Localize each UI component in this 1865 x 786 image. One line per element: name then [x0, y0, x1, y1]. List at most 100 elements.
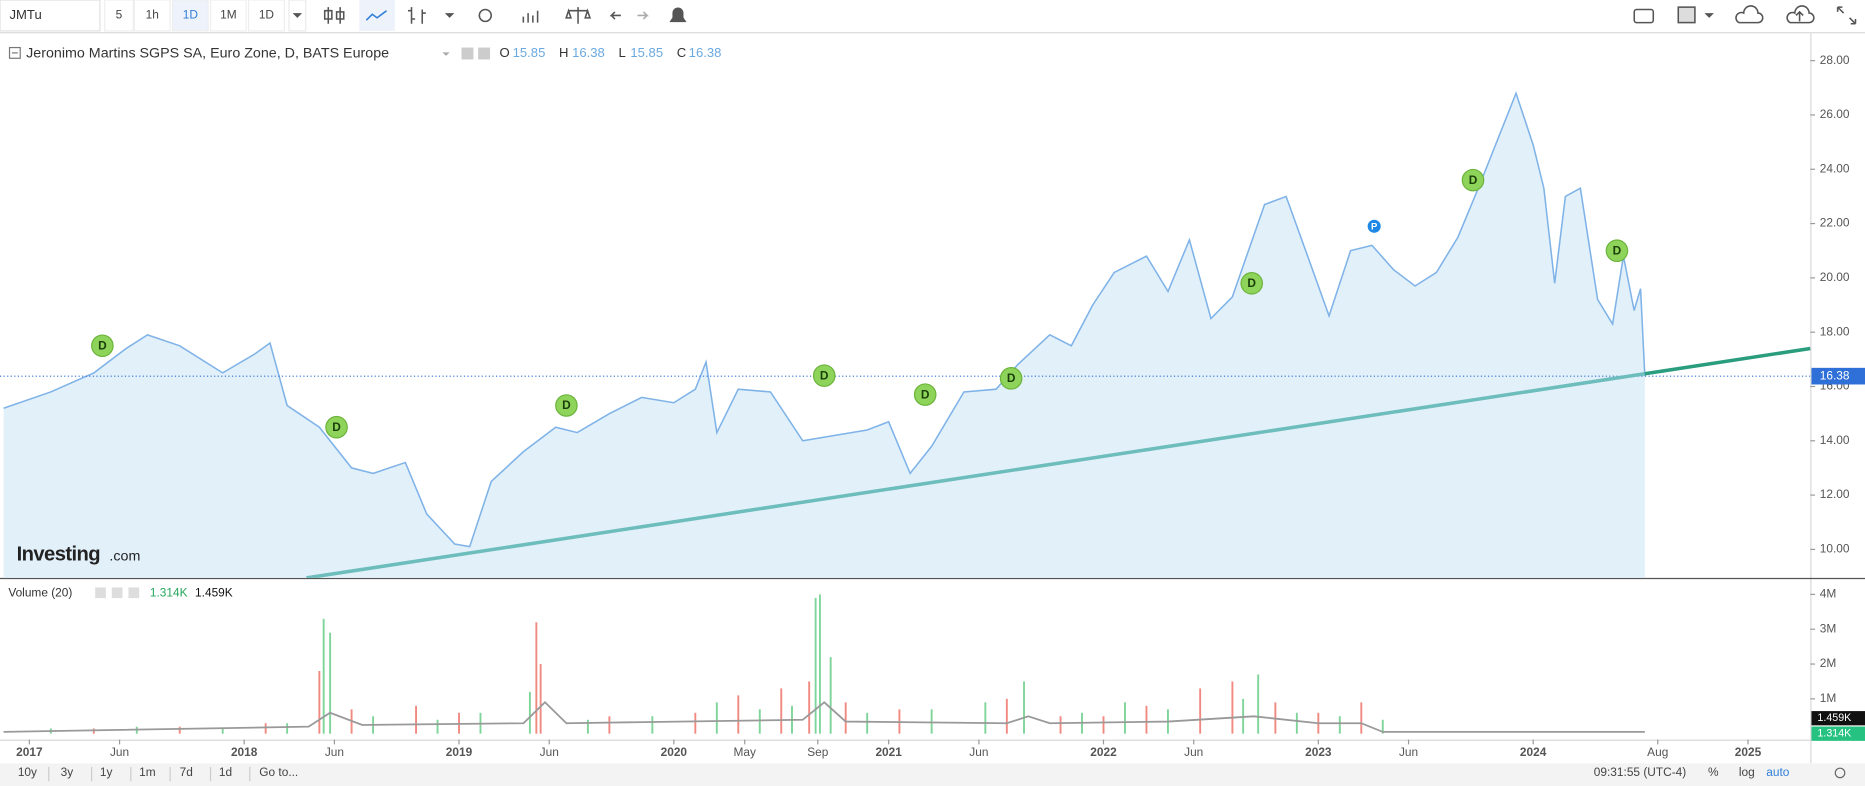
interval-button[interactable]: [209, 0, 247, 32]
event-marker[interactable]: [1605, 239, 1629, 263]
interval-label[interactable]: 1D: [259, 8, 274, 22]
compare-icon[interactable]: [565, 7, 592, 24]
volume-bar: [984, 702, 987, 734]
event-marker[interactable]: [1366, 218, 1382, 235]
event-marker[interactable]: [999, 367, 1023, 390]
percent-button[interactable]: %: [1708, 765, 1719, 779]
volume-eye[interactable]: [95, 587, 106, 599]
volume-bar: [586, 719, 589, 734]
event-label[interactable]: D: [562, 398, 571, 412]
volume-y-tick-label: 1M: [1820, 691, 1837, 705]
event-label[interactable]: D: [98, 338, 107, 352]
event-marker[interactable]: [91, 334, 114, 358]
range-button[interactable]: 1m: [139, 765, 156, 779]
line-icon[interactable]: [365, 10, 388, 21]
settings-button[interactable]: [1834, 767, 1846, 779]
interval-label[interactable]: 5: [116, 8, 123, 22]
event-marker[interactable]: [913, 383, 937, 406]
cloud-load-icon[interactable]: [1735, 5, 1764, 24]
event-label[interactable]: D: [1007, 371, 1016, 385]
volume-bar: [829, 657, 832, 734]
volume-y-tick-label: 4M: [1820, 587, 1837, 601]
event-label[interactable]: D: [921, 387, 930, 401]
collapse-button[interactable]: [8, 46, 21, 59]
volume-bar: [844, 702, 847, 734]
fullscreen-icon[interactable]: [1836, 6, 1857, 25]
x-tick-label: 2018: [231, 745, 258, 759]
event-marker[interactable]: [555, 394, 578, 417]
volume-bar: [737, 695, 740, 734]
volume-bar: [1124, 702, 1126, 734]
settings-icon[interactable]: [478, 8, 493, 23]
event-marker[interactable]: [1240, 272, 1264, 295]
bars-icon[interactable]: [407, 7, 426, 24]
trend-line: [306, 371, 1646, 578]
volume-badge-b: [1811, 711, 1865, 726]
template-icon[interactable]: [1677, 6, 1696, 24]
event-marker[interactable]: [812, 364, 836, 387]
volume-bar: [528, 691, 531, 734]
event-label[interactable]: D: [820, 368, 829, 382]
x-tick-label: Jun: [325, 745, 344, 759]
symbol[interactable]: JMTu: [10, 7, 42, 22]
volume-bar: [539, 664, 542, 734]
camera-icon[interactable]: [1633, 8, 1655, 24]
redo-icon[interactable]: [637, 11, 649, 20]
clock: 09:31:55 (UTC-4): [1594, 765, 1686, 779]
volume-close[interactable]: [128, 587, 140, 599]
interval-button[interactable]: [171, 0, 209, 32]
log-button[interactable]: log: [1739, 765, 1755, 779]
x-tick-label: 2017: [16, 745, 43, 759]
volume-settings[interactable]: [111, 587, 123, 599]
volume-bar: [1102, 716, 1105, 734]
interval-button[interactable]: [133, 0, 171, 32]
range-button[interactable]: 1d: [219, 765, 232, 779]
trend-extension: [1644, 346, 1811, 376]
legend-open-label: O: [500, 45, 510, 60]
goto-button[interactable]: Go to...: [259, 765, 298, 779]
interval-label[interactable]: 1D: [183, 8, 198, 22]
x-tick-label: 2022: [1090, 745, 1117, 759]
event-label[interactable]: D: [1613, 243, 1622, 257]
volume-bar: [1199, 688, 1202, 734]
range-button[interactable]: 10y: [18, 765, 37, 779]
event-label[interactable]: P: [1371, 221, 1378, 232]
legend-arrow: [442, 52, 450, 56]
interval-button[interactable]: [247, 0, 285, 32]
plot: [0, 90, 1811, 578]
candles-icon[interactable]: [323, 7, 345, 24]
last-price-badge: [1811, 367, 1865, 385]
indicators-icon[interactable]: [522, 10, 539, 23]
event-marker[interactable]: [1461, 168, 1485, 192]
auto-button[interactable]: auto: [1766, 765, 1790, 779]
interval-button[interactable]: [104, 0, 134, 32]
cloud-save-icon[interactable]: [1786, 5, 1815, 24]
toolbar-icons: [288, 0, 1857, 32]
line-active[interactable]: [359, 0, 395, 31]
legend-low: 15.85: [630, 45, 663, 60]
volume-bar: [415, 705, 417, 734]
volume-bar: [1295, 712, 1298, 734]
range-button[interactable]: 3y: [61, 765, 74, 779]
event-label[interactable]: D: [332, 420, 341, 434]
range-button[interactable]: 7d: [180, 765, 193, 779]
event-label[interactable]: D: [1247, 276, 1256, 290]
interval-label[interactable]: 1M: [220, 8, 237, 22]
volume-badge-a-label: 1.314K: [1817, 728, 1852, 740]
event-label[interactable]: D: [1469, 173, 1478, 187]
legend-eye[interactable]: [461, 47, 474, 60]
legend-settings[interactable]: [478, 47, 491, 60]
symbol-box[interactable]: [0, 0, 101, 32]
y-tick-label: 26.00: [1820, 107, 1850, 121]
event-marker[interactable]: [325, 415, 348, 439]
interval-label[interactable]: 1h: [146, 8, 159, 22]
volume-bar: [436, 719, 439, 734]
alert-icon[interactable]: [669, 7, 687, 23]
volume-bar: [930, 709, 933, 734]
y-tick-label: 18.00: [1820, 324, 1850, 338]
volume-bar: [651, 716, 654, 734]
range-button[interactable]: 1y: [100, 765, 113, 779]
undo-icon[interactable]: [609, 11, 621, 20]
